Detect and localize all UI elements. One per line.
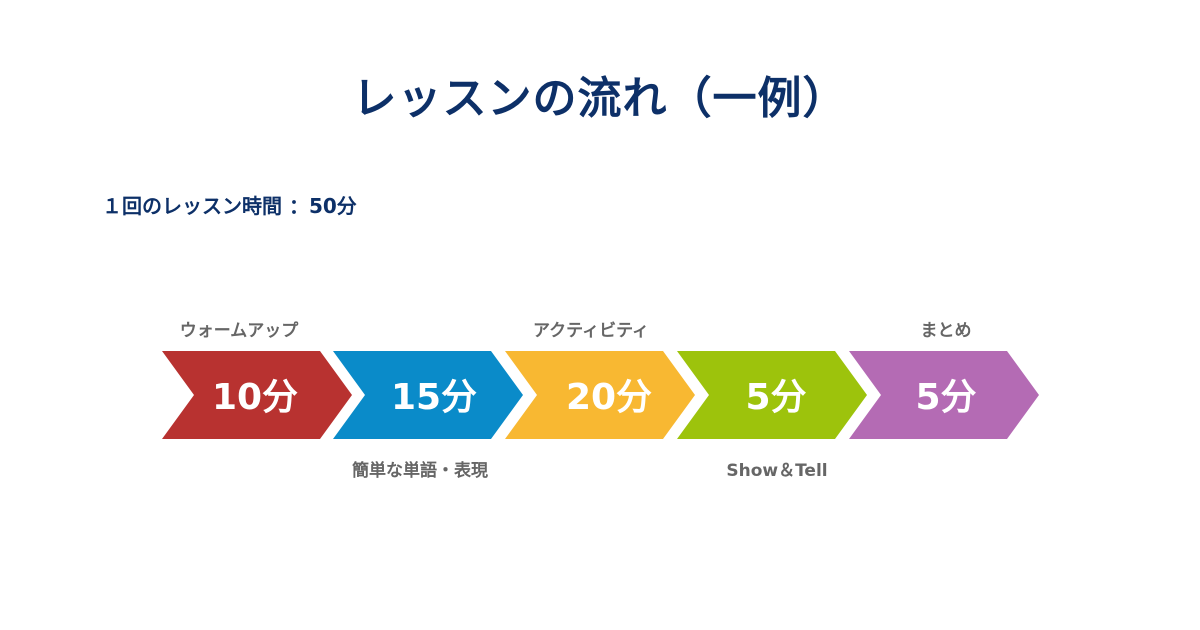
step-5-duration: 5分 [915,377,976,418]
step-2-shape [333,351,523,439]
step-3-shape [505,351,695,439]
step-3-duration: 20分 [566,377,652,418]
step-4-duration: 5分 [745,377,806,418]
step-4-chevron: 5分 [677,351,867,439]
step-5-shape [849,351,1039,439]
step-5-label: まとめ [920,321,972,341]
step-2-duration: 15分 [391,377,477,418]
step-2-chevron: 15分 [333,351,523,439]
step-2-label: 簡単な単語・表現 [352,461,488,481]
step-3-chevron: 20分 [505,351,695,439]
step-1-chevron: 10分 [162,351,352,439]
lesson-duration-text: １回のレッスン時間 ：50分 [102,194,357,218]
step-5-chevron: 5分 [849,351,1039,439]
step-4-shape [677,351,867,439]
step-1-duration: 10分 [212,377,298,418]
page-title: レッスンの流れ（一例） [352,73,848,124]
step-1-shape [162,351,352,439]
step-3-label: アクティビティ [532,321,650,341]
step-1-label: ウォームアップ [179,321,299,341]
step-4-label: Show＆Tell [726,461,828,481]
